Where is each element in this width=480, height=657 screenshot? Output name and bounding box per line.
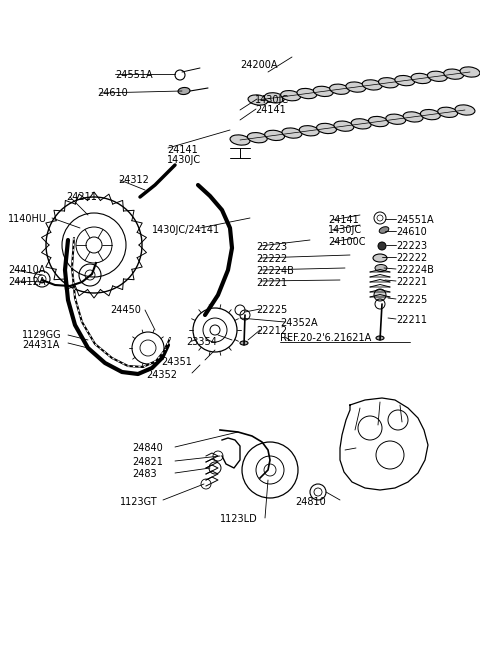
Ellipse shape (395, 76, 415, 86)
Ellipse shape (346, 82, 366, 92)
Text: 24450: 24450 (110, 305, 141, 315)
Text: 1430JC/24141: 1430JC/24141 (152, 225, 220, 235)
Text: 22221: 22221 (256, 278, 287, 288)
Ellipse shape (281, 91, 300, 101)
Text: 24351: 24351 (161, 357, 192, 367)
Text: 1123LD: 1123LD (220, 514, 258, 524)
Ellipse shape (379, 78, 398, 88)
Ellipse shape (376, 336, 384, 340)
Text: 24821: 24821 (132, 457, 163, 467)
Text: 24810: 24810 (295, 497, 326, 507)
Text: 1140HU: 1140HU (8, 214, 47, 224)
Ellipse shape (373, 254, 387, 262)
Ellipse shape (282, 128, 302, 138)
Text: 22225: 22225 (396, 295, 427, 305)
Ellipse shape (313, 86, 333, 97)
Ellipse shape (230, 135, 250, 145)
Ellipse shape (444, 69, 464, 79)
Ellipse shape (247, 133, 267, 143)
Text: 1430JC: 1430JC (328, 225, 362, 235)
Text: 23354: 23354 (186, 337, 217, 347)
Ellipse shape (428, 71, 447, 81)
Ellipse shape (438, 107, 457, 118)
Ellipse shape (369, 116, 388, 127)
Text: 24141: 24141 (255, 105, 286, 115)
Ellipse shape (330, 84, 349, 95)
Ellipse shape (420, 110, 440, 120)
Text: 24141: 24141 (167, 145, 198, 155)
Text: 1430JC: 1430JC (167, 155, 201, 165)
Ellipse shape (411, 74, 431, 83)
Ellipse shape (248, 95, 268, 105)
Text: 24431A: 24431A (22, 340, 60, 350)
Text: 22222: 22222 (256, 254, 287, 264)
Text: 22221: 22221 (396, 277, 427, 287)
Text: 24551A: 24551A (115, 70, 153, 80)
Text: 22225: 22225 (256, 305, 287, 315)
Ellipse shape (178, 87, 190, 95)
Text: 24141: 24141 (328, 215, 359, 225)
Ellipse shape (386, 114, 406, 124)
Ellipse shape (300, 125, 319, 136)
Ellipse shape (297, 89, 317, 99)
Ellipse shape (351, 119, 371, 129)
Ellipse shape (317, 124, 336, 133)
Text: 24200A: 24200A (240, 60, 277, 70)
Ellipse shape (264, 93, 284, 103)
Text: 1123GT: 1123GT (120, 497, 157, 507)
Text: 22223: 22223 (396, 241, 427, 251)
Text: 24352A: 24352A (280, 318, 318, 328)
Circle shape (378, 242, 386, 250)
Text: 24610: 24610 (97, 88, 128, 98)
Ellipse shape (455, 105, 475, 115)
Text: 22224B: 22224B (256, 266, 294, 276)
Ellipse shape (379, 227, 389, 233)
Text: 24312: 24312 (118, 175, 149, 185)
Text: 24100C: 24100C (328, 237, 365, 247)
Text: 24410A: 24410A (8, 265, 46, 275)
Ellipse shape (403, 112, 423, 122)
Ellipse shape (264, 130, 285, 141)
Text: 22211: 22211 (396, 315, 427, 325)
Ellipse shape (334, 121, 354, 131)
Text: 24211: 24211 (66, 192, 97, 202)
Text: REF.20-2'6.21621A: REF.20-2'6.21621A (280, 333, 371, 343)
Text: 1430JC: 1430JC (255, 95, 289, 105)
Text: 24352: 24352 (146, 370, 177, 380)
Text: 22222: 22222 (396, 253, 427, 263)
Text: 22212: 22212 (256, 326, 287, 336)
Text: 22224B: 22224B (396, 265, 434, 275)
Text: 24840: 24840 (132, 443, 163, 453)
Text: 24412A: 24412A (8, 277, 46, 287)
Circle shape (374, 289, 386, 301)
Ellipse shape (240, 341, 248, 345)
Text: 22223: 22223 (256, 242, 287, 252)
Ellipse shape (362, 79, 382, 90)
Ellipse shape (460, 67, 480, 77)
Text: 24551A: 24551A (396, 215, 433, 225)
Text: 24610: 24610 (396, 227, 427, 237)
Text: 1129GG: 1129GG (22, 330, 61, 340)
Ellipse shape (375, 265, 387, 271)
Text: 2483: 2483 (132, 469, 156, 479)
